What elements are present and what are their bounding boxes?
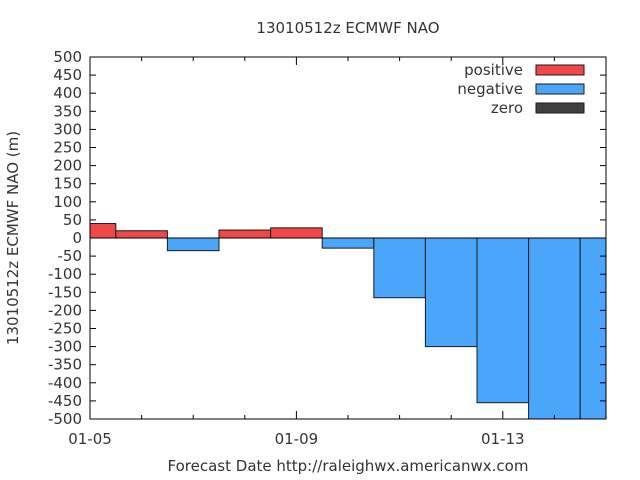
y-tick-label: 400 bbox=[53, 84, 82, 102]
bar-negative bbox=[166, 237, 220, 252]
y-tick-label: 450 bbox=[53, 66, 82, 84]
bar-positive bbox=[89, 223, 117, 239]
legend-swatch bbox=[535, 64, 585, 76]
bar-negative bbox=[424, 237, 478, 348]
y-tick-label: -200 bbox=[48, 301, 82, 319]
y-axis-label: 13010512z ECMWF NAO (m) bbox=[4, 131, 22, 345]
bar-negative bbox=[373, 237, 426, 299]
y-tick-label: -150 bbox=[48, 283, 82, 301]
legend-swatch bbox=[535, 83, 585, 95]
y-tick-label: 250 bbox=[53, 139, 82, 157]
legend-label: zero bbox=[491, 99, 523, 117]
y-tick-label: -500 bbox=[48, 410, 82, 428]
x-tick-label: 01-13 bbox=[481, 430, 525, 448]
y-tick-label: 0 bbox=[72, 229, 82, 247]
y-tick-label: -250 bbox=[48, 320, 82, 338]
chart-title: 13010512z ECMWF NAO bbox=[256, 19, 439, 37]
y-tick-label: 500 bbox=[53, 48, 82, 66]
y-tick-label: 100 bbox=[53, 193, 82, 211]
bar-negative bbox=[528, 237, 581, 420]
bar-positive bbox=[115, 230, 168, 239]
legend-swatch bbox=[535, 102, 585, 114]
y-tick-label: -50 bbox=[58, 247, 83, 265]
bar-positive bbox=[270, 227, 323, 239]
y-tick-label: -300 bbox=[48, 338, 82, 356]
bars bbox=[89, 223, 607, 420]
y-tick-label: 200 bbox=[53, 157, 82, 175]
y-tick-label: 300 bbox=[53, 120, 82, 138]
y-tick-label: -100 bbox=[48, 265, 82, 283]
y-tick-label: 350 bbox=[53, 102, 82, 120]
y-tick-label: 50 bbox=[63, 211, 82, 229]
bar-positive bbox=[218, 229, 272, 239]
axes: 500450400350300250200150100500-50-100-15… bbox=[48, 48, 607, 448]
y-tick-label: 150 bbox=[53, 175, 82, 193]
y-tick-label: -400 bbox=[48, 374, 82, 392]
x-tick-label: 01-09 bbox=[275, 430, 319, 448]
x-tick-label: 01-05 bbox=[68, 430, 112, 448]
y-tick-label: -350 bbox=[48, 356, 82, 374]
legend-label: positive bbox=[464, 61, 523, 79]
x-axis-label: Forecast Date http://raleighwx.americanw… bbox=[168, 457, 529, 475]
y-tick-label: -450 bbox=[48, 392, 82, 410]
bar-negative bbox=[476, 237, 530, 404]
legend-label: negative bbox=[457, 80, 523, 98]
bar-negative bbox=[321, 237, 375, 249]
